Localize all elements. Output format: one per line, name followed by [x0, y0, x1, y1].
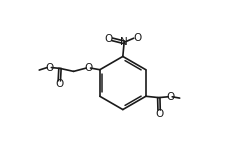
- Text: O: O: [55, 80, 63, 89]
- Text: O: O: [105, 34, 113, 44]
- Text: O: O: [155, 109, 163, 119]
- Text: O: O: [166, 92, 174, 102]
- Text: O: O: [133, 33, 141, 43]
- Text: O: O: [84, 63, 93, 73]
- Text: O: O: [45, 63, 53, 73]
- Text: N: N: [120, 37, 128, 47]
